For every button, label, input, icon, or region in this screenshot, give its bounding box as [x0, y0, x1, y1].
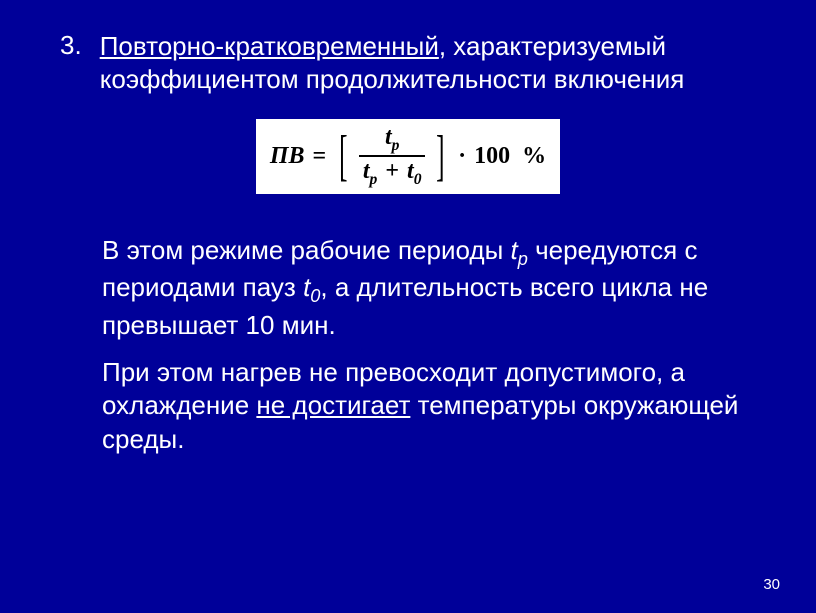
- den2-sub: 0: [414, 171, 422, 188]
- p1-sub2: 0: [310, 286, 320, 306]
- list-item-3: 3. Повторно-кратковременный, характеризу…: [50, 30, 766, 95]
- num-sub: p: [392, 137, 400, 154]
- formula-box: ПВ = [ tp tp + t0 ] · 100 %: [256, 119, 560, 194]
- formula-lhs: ПВ: [270, 143, 305, 170]
- formula-fraction: tp tp + t0: [359, 125, 426, 188]
- den2-var: t: [407, 158, 414, 184]
- paragraph-1: В этом режиме рабочие периоды tp чередую…: [102, 234, 766, 342]
- den-plus: +: [385, 158, 399, 184]
- term-underlined: Повторно-кратковременный: [100, 31, 439, 61]
- p2-underlined: не достигает: [256, 390, 410, 420]
- bracket-left: [: [339, 134, 347, 179]
- formula-percent: %: [516, 143, 546, 170]
- den1-sub: p: [370, 171, 378, 188]
- slide: 3. Повторно-кратковременный, характеризу…: [0, 0, 816, 613]
- formula-eq: =: [313, 143, 327, 170]
- formula-container: ПВ = [ tp tp + t0 ] · 100 %: [50, 119, 766, 194]
- formula-mult: 100: [474, 143, 510, 170]
- paragraph-2: При этом нагрев не превосходит допустимо…: [102, 356, 766, 456]
- list-text: Повторно-кратковременный, характеризуемы…: [100, 30, 766, 95]
- percent-sign: %: [522, 143, 546, 169]
- formula-dot: ·: [458, 143, 466, 170]
- page-number: 30: [763, 576, 780, 593]
- p1-var1: t: [510, 235, 517, 265]
- formula-denominator: tp + t0: [359, 155, 426, 187]
- num-var: t: [385, 124, 392, 150]
- p1-a: В этом режиме рабочие периоды: [102, 235, 510, 265]
- formula-numerator: tp: [381, 125, 403, 155]
- p1-sub1: p: [518, 249, 528, 269]
- list-number: 3.: [60, 30, 82, 61]
- den1-var: t: [363, 158, 370, 184]
- bracket-right: ]: [437, 134, 445, 179]
- formula: ПВ = [ tp tp + t0 ] · 100 %: [270, 125, 546, 188]
